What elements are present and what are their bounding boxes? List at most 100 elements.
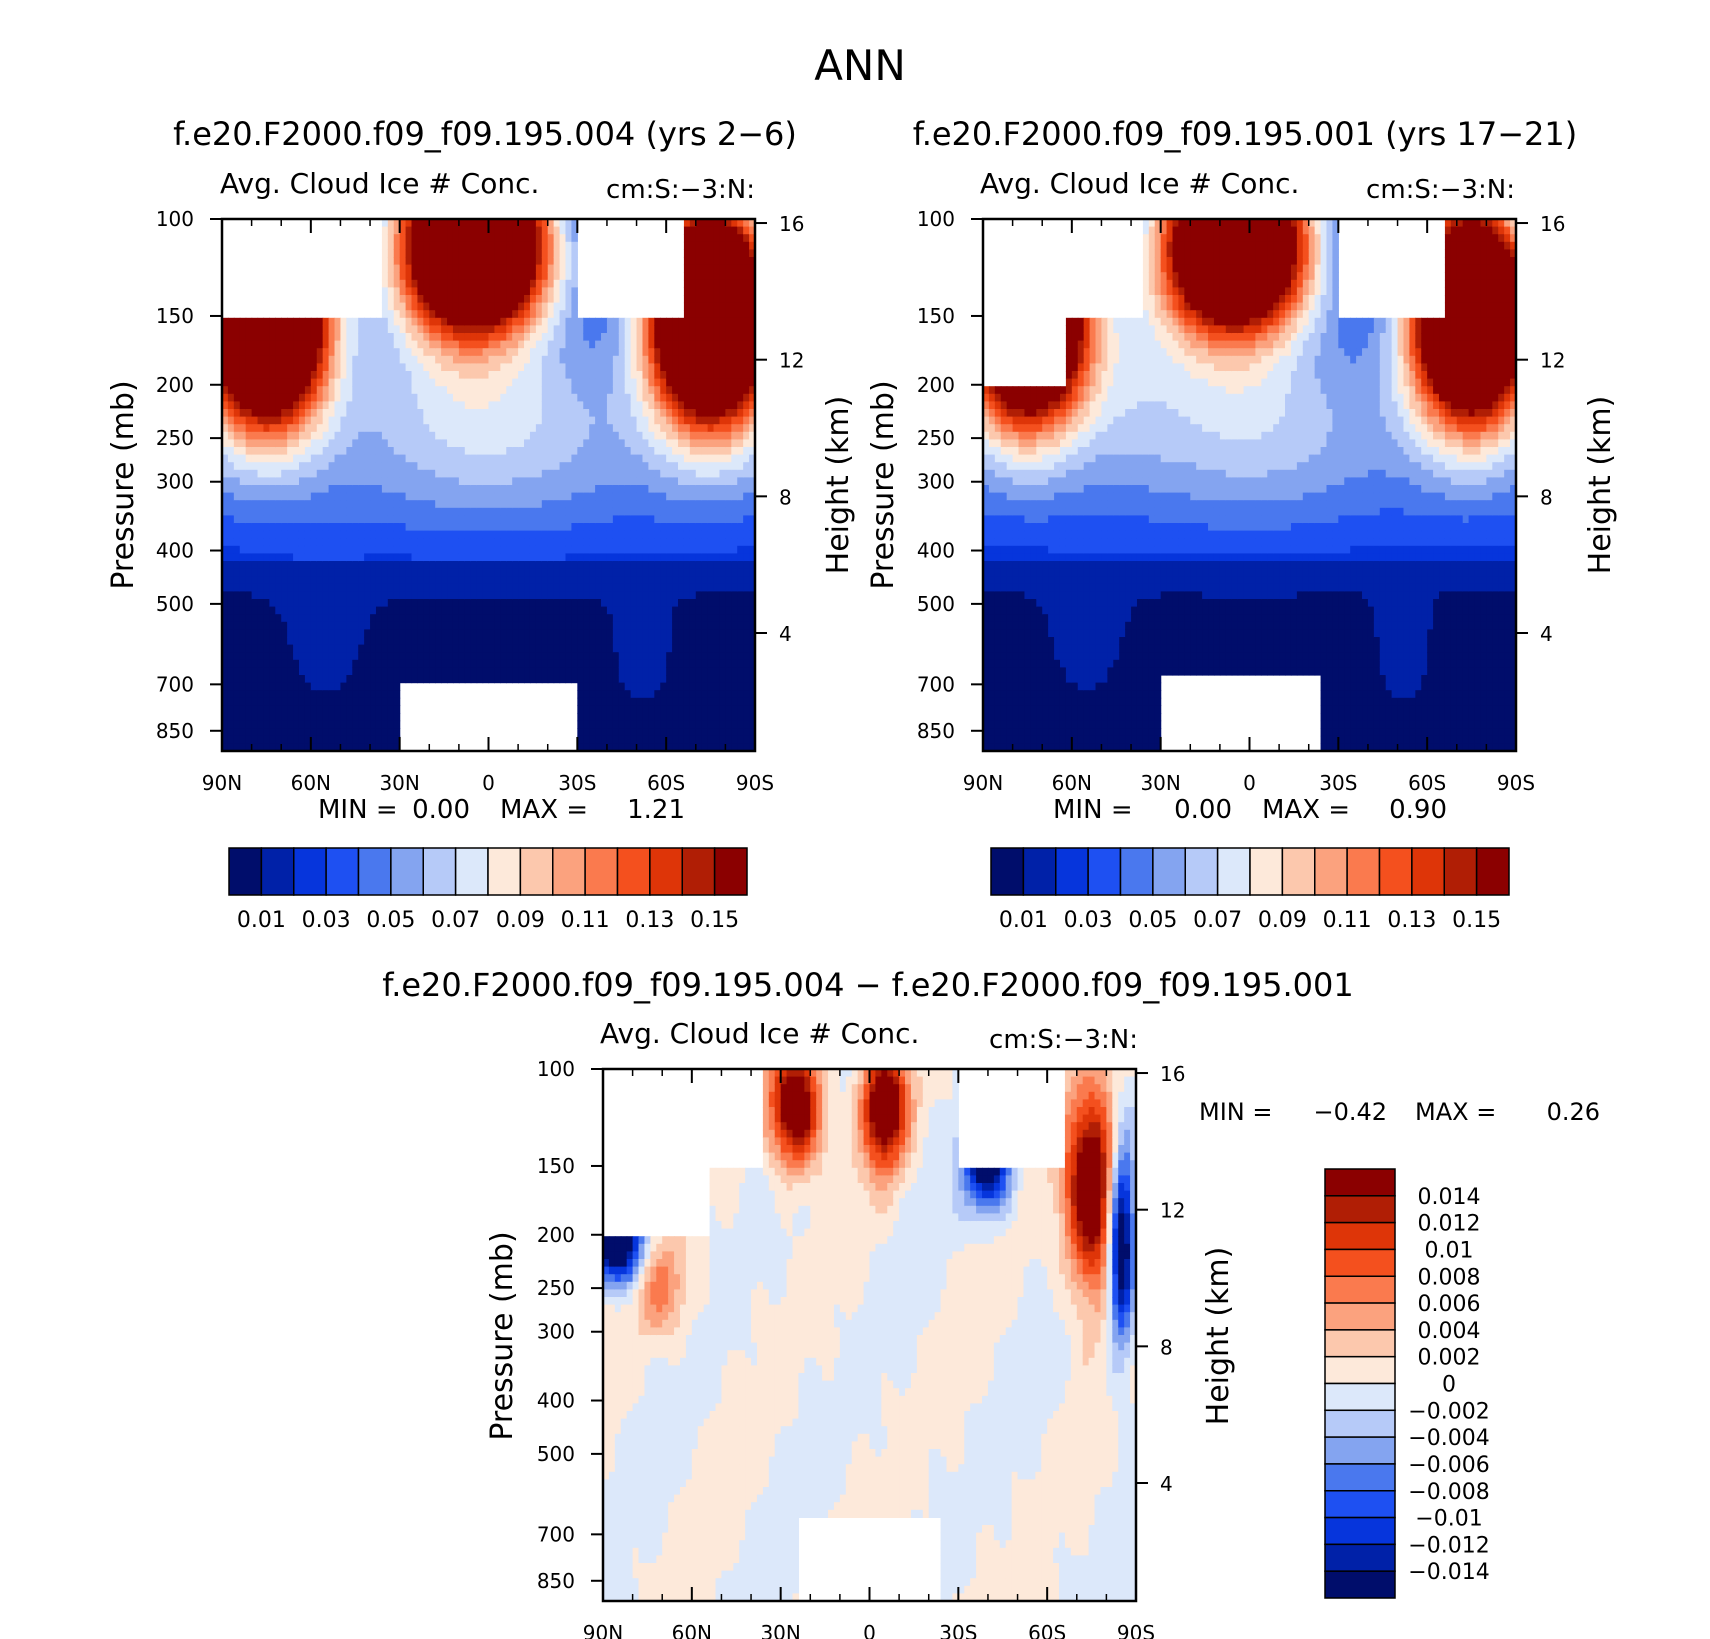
field-cell: [387, 614, 395, 623]
field-cell: [482, 257, 490, 266]
field-cell: [405, 424, 413, 433]
field-cell: [642, 713, 649, 722]
field-cell: [293, 386, 300, 395]
field-cell: [654, 728, 661, 737]
field-cell: [529, 523, 537, 532]
field-cell: [417, 340, 424, 349]
field-cell: [387, 637, 395, 646]
field-cell: [310, 469, 318, 478]
field-cell: [399, 409, 407, 418]
field-cell: [257, 333, 265, 342]
field-cell: [636, 500, 644, 509]
field-cell: [310, 530, 318, 539]
field-cell: [245, 340, 253, 349]
field-cell: [707, 257, 715, 266]
field-cell: [612, 477, 620, 486]
field-cell: [346, 735, 353, 744]
field-cell: [518, 576, 525, 585]
field-cell: [660, 720, 667, 729]
field-cell: [310, 568, 318, 577]
field-cell: [660, 515, 667, 524]
field-cell: [506, 523, 513, 532]
field-cell: [399, 287, 407, 296]
field-cell: [334, 515, 342, 524]
field-cell: [405, 287, 413, 296]
field-cell: [618, 705, 626, 714]
field-cell: [666, 401, 673, 410]
field-cell: [577, 561, 584, 570]
field-cell: [678, 363, 685, 372]
panel-subtitle-right: cm:S:−3:N:: [606, 175, 755, 205]
field-cell: [287, 568, 294, 577]
field-cell: [423, 500, 430, 509]
field-cell: [370, 682, 377, 691]
field-cell: [334, 561, 342, 570]
field-cell: [298, 583, 306, 592]
field-cell: [482, 523, 490, 532]
field-cell: [500, 523, 507, 532]
field-cell: [707, 690, 715, 699]
field-cell: [458, 561, 466, 570]
field-cell: [630, 355, 638, 364]
field-cell: [310, 690, 318, 699]
field-cell: [601, 530, 608, 539]
field-cell: [636, 652, 644, 661]
field-cell: [666, 393, 673, 402]
field-cell: [222, 637, 229, 646]
field-cell: [666, 652, 673, 661]
field-cell: [494, 644, 501, 653]
field-cell: [222, 652, 229, 661]
field-cell: [293, 735, 300, 744]
field-cell: [512, 644, 519, 653]
field-cell: [381, 485, 389, 494]
field-cell: [636, 416, 644, 425]
field-cell: [334, 454, 342, 463]
field-cell: [452, 530, 460, 539]
field-cell: [595, 469, 602, 478]
field-cell: [352, 447, 359, 456]
field-cell: [559, 652, 567, 661]
field-cell: [417, 469, 424, 478]
field-cell: [476, 492, 484, 501]
field-cell: [328, 682, 336, 691]
field-cell: [577, 659, 584, 668]
field-cell: [494, 340, 501, 349]
field-cell: [683, 606, 691, 615]
field-cell: [624, 492, 632, 501]
field-cell: [464, 599, 472, 608]
field-cell: [689, 629, 697, 638]
field-cell: [660, 355, 667, 364]
field-cell: [571, 249, 578, 258]
field-cell: [678, 507, 685, 516]
field-cell: [263, 599, 270, 608]
field-cell: [441, 234, 448, 243]
field-cell: [411, 257, 419, 266]
field-cell: [375, 599, 383, 608]
field-cell: [683, 507, 691, 516]
field-cell: [666, 621, 673, 630]
field-cell: [352, 431, 359, 440]
field-cell: [630, 371, 638, 380]
field-cell: [293, 553, 300, 562]
field-cell: [683, 355, 691, 364]
field-cell: [476, 675, 484, 684]
field-cell: [535, 659, 543, 668]
field-cell: [701, 477, 709, 486]
field-cell: [630, 378, 638, 387]
field-cell: [328, 371, 336, 380]
field-cell: [494, 371, 501, 380]
field-cell: [683, 515, 691, 524]
field-cell: [257, 621, 265, 630]
field-cell: [233, 477, 241, 486]
field-cell: [547, 424, 555, 433]
field-cell: [606, 393, 614, 402]
field-cell: [482, 340, 490, 349]
field-cell: [287, 713, 294, 722]
field-cell: [589, 424, 596, 433]
field-cell: [689, 675, 697, 684]
field-cell: [535, 568, 543, 577]
field-cell: [310, 705, 318, 714]
field-cell: [222, 614, 229, 623]
field-cell: [322, 561, 330, 570]
field-cell: [316, 735, 324, 744]
